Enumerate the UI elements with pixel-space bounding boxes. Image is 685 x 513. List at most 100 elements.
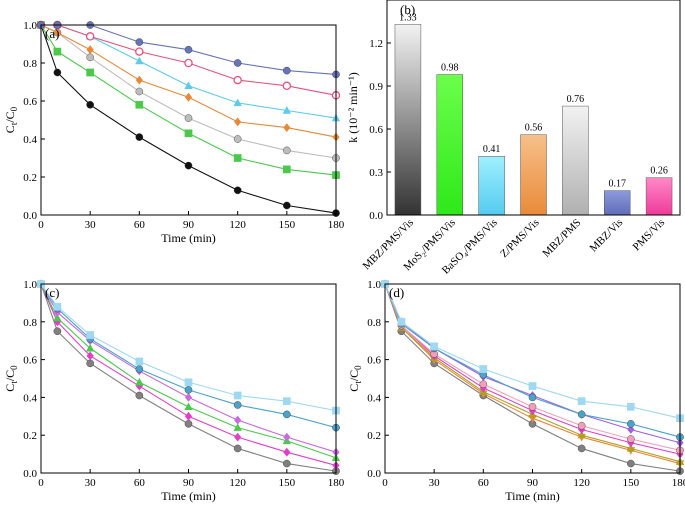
data-point bbox=[85, 32, 95, 41]
data-point bbox=[184, 58, 193, 68]
data-point bbox=[135, 377, 144, 386]
y-tick-label: 0.4 bbox=[23, 134, 37, 146]
bar-0 bbox=[394, 24, 422, 216]
data-point bbox=[626, 403, 635, 411]
y-tick-label: 0.6 bbox=[369, 124, 383, 136]
data-point bbox=[233, 391, 242, 400]
data-point bbox=[184, 161, 193, 170]
series-MBZ/PMS/Vis bbox=[37, 21, 340, 217]
bar-value-label: 0.26 bbox=[650, 166, 668, 177]
series-blue bbox=[37, 21, 340, 79]
panel-a: 0 30 60 90 120 150 180 0.0 0.2 0.4 0.6 0.8 1.0 Time (… bbox=[3, 20, 345, 245]
data-point bbox=[528, 403, 537, 411]
data-point bbox=[283, 146, 291, 155]
y-tick-label: 0.8 bbox=[23, 58, 37, 70]
data-point bbox=[233, 401, 242, 409]
y-tick-label: 0.6 bbox=[367, 355, 381, 367]
data-point bbox=[233, 186, 242, 195]
data-point bbox=[184, 114, 193, 122]
data-point bbox=[577, 430, 586, 439]
y-axis-label: Ct/C0 bbox=[3, 106, 19, 133]
plot-frame bbox=[386, 0, 681, 216]
y-tick-label: 0.8 bbox=[367, 317, 381, 329]
data-point bbox=[626, 444, 636, 452]
panel-label: (a) bbox=[45, 26, 59, 41]
data-point bbox=[86, 351, 94, 361]
data-point bbox=[53, 28, 61, 37]
bar-value-label: 1.33 bbox=[399, 12, 417, 23]
x-tick-label: 90 bbox=[527, 477, 539, 489]
data-point bbox=[184, 81, 193, 89]
data-point bbox=[233, 59, 242, 67]
bar-6 bbox=[645, 177, 673, 216]
data-point bbox=[233, 444, 242, 453]
y-axis-label-part: t bbox=[9, 122, 19, 125]
data-point bbox=[135, 357, 144, 366]
data-point bbox=[627, 459, 635, 468]
data-point bbox=[135, 38, 144, 46]
data-point bbox=[135, 391, 144, 400]
data-point bbox=[577, 397, 586, 406]
data-point bbox=[233, 154, 242, 162]
x-tick-label: 30 bbox=[85, 219, 97, 231]
series-pink bbox=[381, 280, 684, 455]
series-line bbox=[40, 24, 337, 214]
y-tick-label: 0.4 bbox=[23, 392, 37, 404]
y-axis-label-part: C bbox=[3, 125, 17, 133]
y-tick-label: 0.8 bbox=[23, 317, 37, 329]
x-axis-label: Time (min) bbox=[505, 489, 560, 503]
data-point bbox=[135, 47, 144, 56]
y-tick-label: 1.0 bbox=[23, 279, 37, 291]
y-tick-label: 0.0 bbox=[369, 210, 383, 222]
series-gray bbox=[37, 21, 340, 162]
data-point bbox=[233, 135, 242, 143]
data-point bbox=[234, 415, 242, 425]
series-line bbox=[384, 283, 681, 472]
series-magenta bbox=[37, 279, 340, 470]
y-tick-label: 1.0 bbox=[23, 20, 37, 32]
series-line bbox=[40, 283, 337, 466]
x-tick-label: 90 bbox=[183, 477, 195, 489]
y-tick-label: 0.0 bbox=[23, 210, 37, 222]
x-tick-label: 0 bbox=[38, 477, 44, 489]
panel-d: 0 30 60 90 120 150 180 0.0 0.2 0.4 0.6 0.8 1.0 Time (… bbox=[347, 279, 685, 503]
data-point bbox=[577, 444, 586, 453]
bar-value-label: 0.17 bbox=[608, 179, 626, 190]
series-line bbox=[40, 24, 337, 176]
series-line bbox=[40, 283, 337, 412]
data-point bbox=[479, 365, 488, 373]
data-point bbox=[53, 47, 62, 56]
y-tick-label: 0.2 bbox=[23, 172, 37, 184]
data-point bbox=[430, 342, 439, 351]
y-tick-label: 0.6 bbox=[23, 355, 37, 367]
data-point bbox=[86, 68, 95, 77]
series-olive bbox=[380, 279, 685, 465]
series-line bbox=[41, 24, 337, 119]
series-gray bbox=[37, 280, 340, 475]
bar-4 bbox=[562, 105, 589, 216]
data-point bbox=[53, 302, 62, 311]
y-tick-label: 1.2 bbox=[369, 38, 383, 50]
data-point bbox=[627, 435, 635, 443]
data-point bbox=[86, 53, 94, 62]
panel-b: 1.33MBZ/PMS/Vis0.98MoS₂/PMS/Vis0.41BaSO₄… bbox=[346, 0, 681, 277]
series-line bbox=[40, 283, 337, 453]
data-point bbox=[528, 382, 537, 390]
y-tick-label: 0.0 bbox=[367, 468, 381, 480]
category-label: PMS/Vis bbox=[631, 217, 668, 254]
data-point bbox=[184, 386, 193, 394]
x-axis-label: Time (min) bbox=[161, 231, 216, 245]
data-point bbox=[135, 133, 144, 141]
x-tick-label: 180 bbox=[328, 477, 345, 489]
data-point bbox=[184, 129, 193, 138]
category-label: MBZ/PMS bbox=[540, 217, 583, 260]
data-point bbox=[528, 393, 537, 402]
bar-value-label: 0.76 bbox=[567, 94, 585, 105]
y-tick-label: 0.3 bbox=[369, 167, 383, 179]
data-point bbox=[283, 123, 291, 132]
x-tick-label: 150 bbox=[279, 477, 296, 489]
data-point bbox=[283, 447, 291, 457]
series-green bbox=[36, 279, 341, 462]
y-axis-label-part: C bbox=[347, 384, 361, 392]
